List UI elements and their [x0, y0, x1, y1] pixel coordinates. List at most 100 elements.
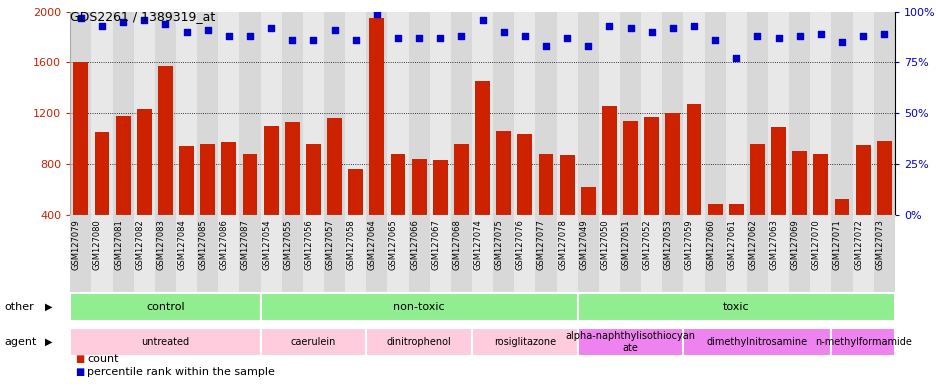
Point: [221, 33, 236, 39]
Text: GSM127084: GSM127084: [177, 219, 186, 270]
Bar: [95, 132, 110, 266]
Bar: [686, 104, 701, 266]
Bar: [369, 18, 384, 266]
Bar: [450, 12, 472, 215]
Point: [285, 37, 300, 43]
Bar: [852, 12, 872, 215]
Bar: [158, 66, 172, 266]
Bar: [430, 215, 450, 292]
Text: GSM127073: GSM127073: [874, 219, 884, 270]
Text: ▶: ▶: [45, 302, 52, 312]
Text: rosiglitazone: rosiglitazone: [493, 337, 555, 347]
Bar: [492, 12, 514, 215]
Bar: [408, 215, 430, 292]
Bar: [810, 215, 830, 292]
Bar: [640, 215, 662, 292]
Text: GSM127068: GSM127068: [452, 219, 461, 270]
Bar: [665, 113, 680, 266]
Text: GSM127049: GSM127049: [578, 219, 588, 270]
Bar: [302, 12, 324, 215]
Text: count: count: [87, 354, 119, 364]
Point: [348, 37, 363, 43]
Bar: [496, 131, 510, 266]
Point: [622, 25, 637, 31]
Text: GSM127080: GSM127080: [93, 219, 102, 270]
Text: GSM127071: GSM127071: [832, 219, 841, 270]
Bar: [306, 144, 320, 266]
Bar: [724, 12, 746, 215]
Bar: [221, 142, 236, 266]
Bar: [240, 12, 260, 215]
Bar: [260, 12, 282, 215]
Bar: [366, 12, 387, 215]
Bar: [154, 12, 176, 215]
Text: GSM127050: GSM127050: [600, 219, 608, 270]
Bar: [176, 12, 197, 215]
Bar: [788, 12, 810, 215]
Text: GSM127051: GSM127051: [621, 219, 630, 270]
Text: untreated: untreated: [141, 337, 189, 347]
Text: GSM127079: GSM127079: [72, 219, 80, 270]
Bar: [514, 215, 534, 292]
Bar: [662, 12, 682, 215]
Bar: [724, 215, 746, 292]
Bar: [598, 215, 620, 292]
Point: [496, 29, 511, 35]
Text: non-toxic: non-toxic: [393, 302, 445, 312]
Bar: [704, 215, 724, 292]
Point: [242, 33, 257, 39]
Bar: [792, 151, 806, 266]
Text: GSM127055: GSM127055: [283, 219, 292, 270]
Text: caerulein: caerulein: [290, 337, 336, 347]
Point: [580, 43, 595, 49]
Bar: [218, 215, 240, 292]
Text: GSM127081: GSM127081: [114, 219, 123, 270]
Bar: [768, 12, 788, 215]
Bar: [472, 215, 492, 292]
Bar: [450, 215, 472, 292]
Bar: [260, 293, 578, 321]
Point: [770, 35, 785, 41]
Bar: [872, 215, 894, 292]
Bar: [112, 215, 134, 292]
Text: GSM127075: GSM127075: [494, 219, 504, 270]
Bar: [70, 328, 260, 356]
Bar: [73, 62, 88, 266]
Text: GSM127063: GSM127063: [768, 219, 778, 270]
Bar: [430, 12, 450, 215]
Bar: [620, 12, 640, 215]
Bar: [682, 12, 704, 215]
Bar: [92, 215, 112, 292]
Text: GSM127054: GSM127054: [262, 219, 271, 270]
Point: [665, 25, 680, 31]
Bar: [116, 116, 130, 266]
Bar: [830, 215, 852, 292]
Bar: [197, 12, 218, 215]
Bar: [263, 126, 278, 266]
Bar: [876, 141, 891, 266]
Bar: [559, 155, 574, 266]
Bar: [746, 215, 768, 292]
Text: dinitrophenol: dinitrophenol: [387, 337, 451, 347]
Point: [855, 33, 870, 39]
Bar: [260, 328, 366, 356]
Text: GSM127061: GSM127061: [726, 219, 736, 270]
Text: alpha-naphthylisothiocyan
ate: alpha-naphthylisothiocyan ate: [565, 331, 695, 353]
Bar: [240, 215, 260, 292]
Bar: [327, 118, 342, 266]
Point: [834, 39, 849, 45]
Text: GSM127083: GSM127083: [156, 219, 166, 270]
Point: [95, 23, 110, 29]
Point: [517, 33, 532, 39]
Point: [411, 35, 426, 41]
Bar: [578, 293, 894, 321]
Point: [432, 35, 447, 41]
Point: [812, 31, 827, 37]
Bar: [179, 146, 194, 266]
Bar: [324, 215, 344, 292]
Point: [791, 33, 806, 39]
Text: GSM127060: GSM127060: [706, 219, 714, 270]
Bar: [432, 161, 447, 266]
Text: GSM127086: GSM127086: [220, 219, 228, 270]
Text: GSM127065: GSM127065: [388, 219, 398, 270]
